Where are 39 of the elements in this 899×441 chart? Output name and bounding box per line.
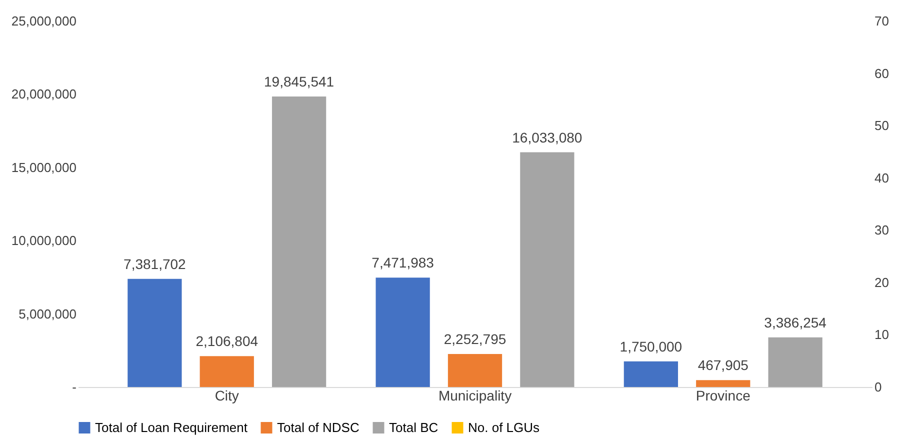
y2-tick-label: 20 bbox=[874, 274, 889, 290]
data-label: 2,252,795 bbox=[444, 331, 506, 348]
bar bbox=[520, 152, 574, 387]
x-tick-label: Municipality bbox=[438, 388, 512, 404]
data-label: 7,381,702 bbox=[124, 256, 186, 272]
data-label: 3,386,254 bbox=[764, 314, 827, 330]
bar bbox=[624, 361, 678, 387]
bar bbox=[448, 354, 502, 387]
y2-tick-label: 0 bbox=[874, 380, 882, 394]
data-label: 7,471,983 bbox=[372, 254, 434, 271]
y2-tick-label: 40 bbox=[874, 170, 889, 186]
data-label: 1,750,000 bbox=[620, 338, 682, 354]
data-label: 2,106,804 bbox=[196, 333, 258, 350]
y-tick-label: 5,000,000 bbox=[18, 306, 76, 322]
y2-tick-label: 30 bbox=[874, 222, 889, 238]
bar bbox=[272, 96, 326, 387]
y-tick-label: - bbox=[72, 380, 76, 394]
y2-tick-label: 70 bbox=[874, 14, 889, 28]
bar bbox=[128, 278, 182, 387]
bar bbox=[696, 380, 750, 387]
data-label: 16,033,080 bbox=[512, 129, 582, 146]
legend-label: Total of Loan Requirement bbox=[95, 420, 248, 435]
x-tick-label: Province bbox=[696, 388, 751, 404]
y2-tick-label: 50 bbox=[874, 118, 889, 134]
x-tick-label: City bbox=[214, 388, 239, 404]
legend-label: No. of LGUs bbox=[468, 420, 540, 435]
y-tick-label: 25,000,000 bbox=[11, 14, 76, 28]
bar bbox=[768, 337, 822, 387]
data-label: 19,845,541 bbox=[264, 73, 334, 90]
bar bbox=[200, 356, 254, 387]
bar bbox=[376, 278, 430, 387]
legend-label: Total BC bbox=[389, 420, 438, 435]
data-label: 467,905 bbox=[698, 357, 749, 374]
y2-tick-label: 10 bbox=[874, 327, 889, 342]
y2-tick-label: 60 bbox=[874, 66, 889, 81]
y-tick-label: 10,000,000 bbox=[11, 233, 76, 248]
y-tick-label: 15,000,000 bbox=[11, 160, 76, 175]
y-tick-label: 20,000,000 bbox=[11, 86, 76, 102]
legend-label: Total of NDSC bbox=[277, 420, 360, 435]
